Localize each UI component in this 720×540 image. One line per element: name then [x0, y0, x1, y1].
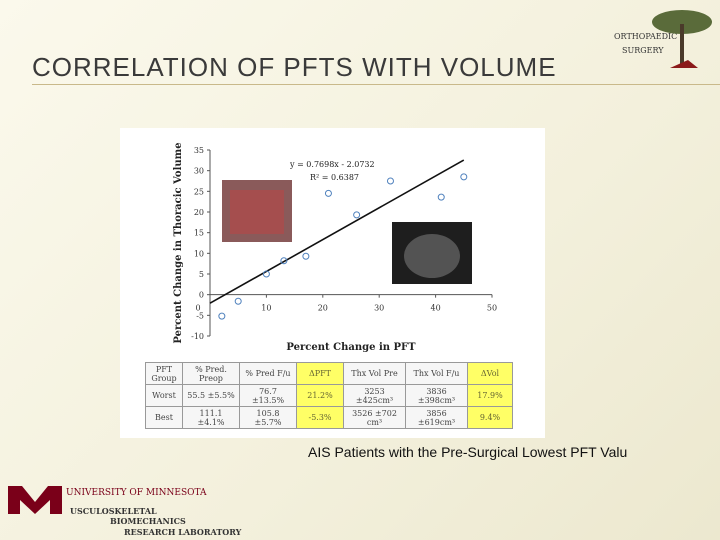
point: [302, 252, 310, 260]
table-cell: 3856 ±619cm³: [405, 406, 468, 429]
r-squared: R² = 0.6387: [310, 173, 359, 182]
table-cell: 3526 ±702 cm³: [343, 406, 406, 429]
point: [437, 193, 445, 201]
point: [460, 173, 468, 181]
slide-title: CORRELATION OF PFTS WITH VOLUME: [32, 52, 557, 82]
chest-image-detail: [230, 190, 284, 234]
table-row: Best 111.1 ±4.1% 105.8 ±5.7% -5.3% 3526 ±702…: [145, 406, 513, 429]
table-row: Worst 55.5 ±5.5% 76.7 ±13.5% 21.2% 3253 ±425…: [145, 384, 513, 407]
logo-text: SURGERY: [622, 46, 664, 55]
table-cell: 9.4%: [467, 406, 513, 429]
y-tick-label: 0: [199, 291, 204, 300]
x-tick-label: 50: [487, 304, 497, 313]
title-rule: [32, 84, 720, 85]
table-cell: 105.8 ±5.7%: [239, 406, 297, 429]
university-logo: [8, 486, 62, 514]
table-cell: 3253 ±425cm³: [343, 384, 406, 407]
x-tick-label: 20: [318, 304, 328, 313]
logo-text: BIOMECHANICS: [110, 516, 186, 526]
y-axis-label: Percent Change in Thoracic Volume: [173, 142, 184, 343]
table-cell: 76.7 ±13.5%: [239, 384, 297, 407]
y-tick-label: 10: [194, 249, 204, 258]
table-cell: -5.3%: [296, 406, 344, 429]
table-cell: 111.1 ±4.1%: [182, 406, 240, 429]
table-cell: 3836 ±398cm³: [405, 384, 468, 407]
y-tick-label: 15: [194, 229, 204, 238]
x-tick-label: 0: [195, 304, 200, 313]
equation: y = 0.7698x - 2.0732: [289, 160, 375, 169]
y-tick-label: 30: [194, 167, 204, 176]
header-cell: PFT Group: [145, 362, 183, 385]
point: [386, 177, 394, 185]
table-cell: 17.9%: [467, 384, 513, 407]
y-tick-label: 5: [199, 270, 204, 279]
data-table: PFT Group% Pred. Preop% Pred F/u ΔPFT Thx …: [145, 362, 513, 429]
logo-text: USCULOSKELETAL: [70, 506, 157, 516]
point: [218, 312, 226, 320]
table-cell: 21.2%: [296, 384, 344, 407]
header-cell: Thx Vol Pre: [343, 362, 406, 385]
y-tick-label: 35: [194, 146, 204, 155]
y-tick-label: 25: [194, 187, 204, 196]
header-cell: Thx Vol F/u: [405, 362, 468, 385]
point: [353, 211, 361, 219]
y-tick-label: 20: [194, 208, 204, 217]
point: [262, 270, 270, 278]
y-tick-label: -10: [191, 332, 204, 341]
header-cell: ΔPFT: [296, 362, 344, 385]
y-tick-label: -5: [196, 311, 204, 320]
table-cell: Worst: [145, 384, 183, 407]
point: [234, 297, 242, 305]
x-tick-label: 30: [374, 304, 384, 313]
header-cell: ΔVol: [467, 362, 513, 385]
table-cell: Best: [145, 406, 183, 429]
caption: AIS Patients with the Pre-Surgical Lowes…: [308, 444, 628, 460]
table-row: PFT Group% Pred. Preop% Pred F/u ΔPFT Thx …: [145, 362, 513, 385]
header-cell: % Pred F/u: [239, 362, 297, 385]
xray-detail: [404, 234, 460, 278]
logo-text: ORTHOPAEDIC: [614, 32, 678, 41]
logo-text: UNIVERSITY OF MINNESOTA: [66, 488, 207, 498]
point: [280, 257, 288, 265]
x-tick-label: 10: [261, 304, 271, 313]
header-cell: % Pred. Preop: [182, 362, 240, 385]
trendline: [209, 159, 465, 304]
table-cell: 55.5 ±5.5%: [182, 384, 240, 407]
point: [324, 189, 332, 197]
x-axis-label: Percent Change in PFT: [286, 342, 416, 353]
logo-text: RESEARCH LABORATORY: [124, 527, 242, 537]
x-tick-label: 40: [431, 304, 441, 313]
tree-logo: [652, 10, 712, 68]
